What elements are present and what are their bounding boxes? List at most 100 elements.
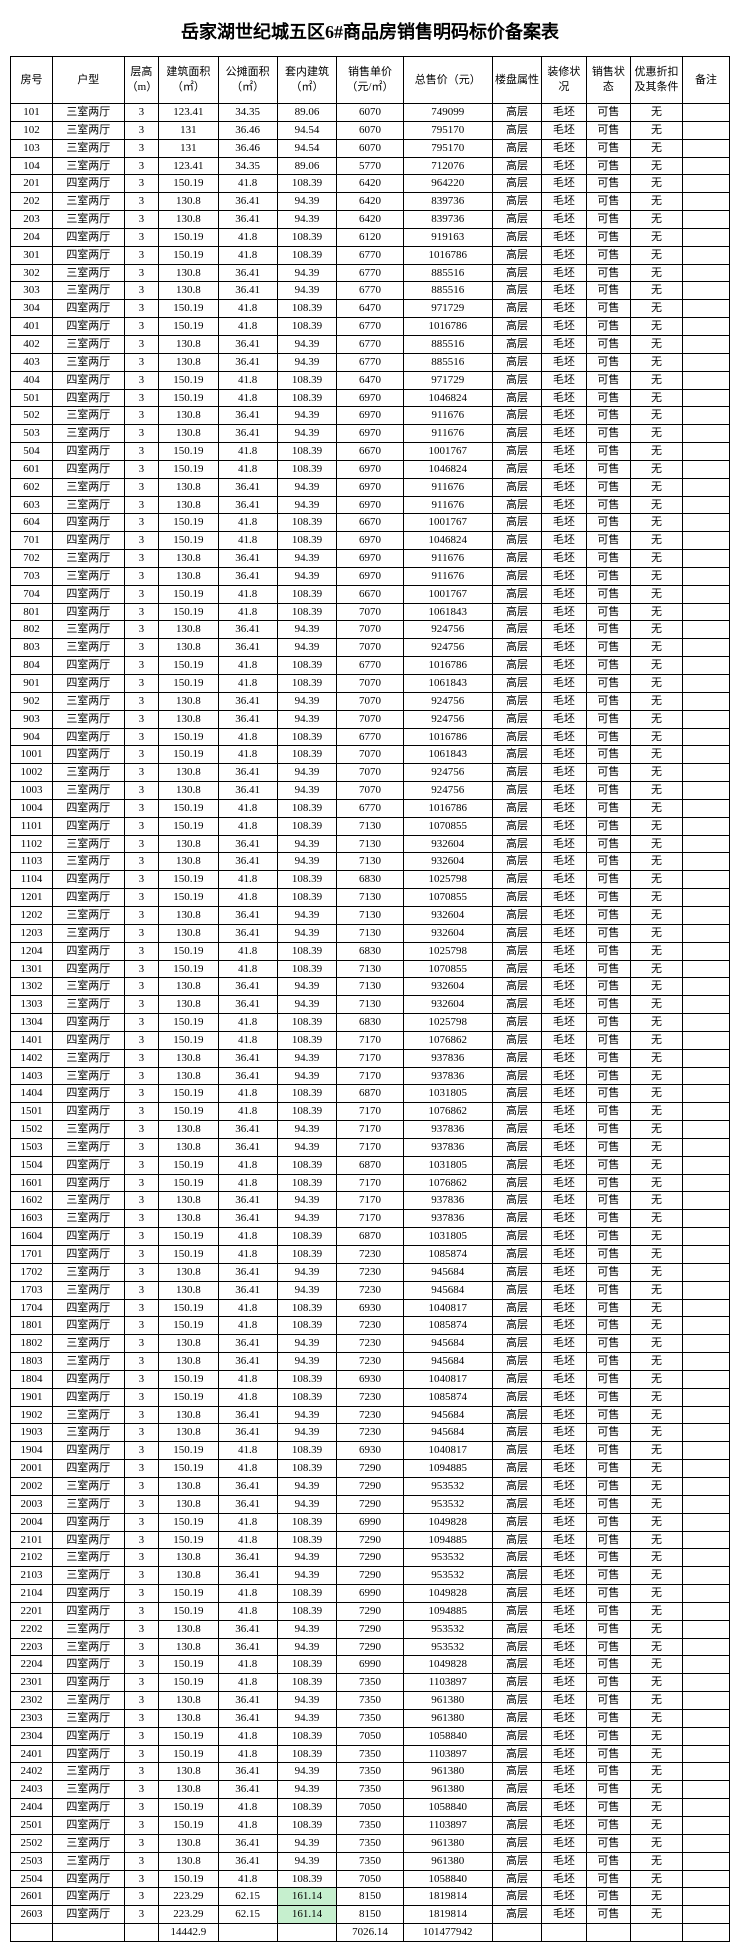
cell: 3: [124, 1692, 159, 1710]
cell: 150.19: [159, 1317, 218, 1335]
cell: 7130: [337, 978, 404, 996]
cell: 7350: [337, 1834, 404, 1852]
cell: 36.41: [218, 1638, 277, 1656]
table-row: 2401四室两厅3150.1941.8108.3973501103897高层毛坯…: [11, 1745, 730, 1763]
cell: 三室两厅: [53, 1709, 125, 1727]
cell: 可售: [586, 782, 630, 800]
cell: 毛坯: [542, 1353, 586, 1371]
table-row: 903三室两厅3130.836.4194.397070924756高层毛坯可售无: [11, 710, 730, 728]
cell: 无: [631, 1620, 683, 1638]
cell: 36.41: [218, 1192, 277, 1210]
cell: 3: [124, 1727, 159, 1745]
cell: 150.19: [159, 514, 218, 532]
cell: 3: [124, 728, 159, 746]
cell: 3: [124, 960, 159, 978]
cell: 41.8: [218, 1228, 277, 1246]
cell: 毛坯: [542, 175, 586, 193]
cell: 高层: [492, 924, 541, 942]
cell: 6070: [337, 139, 404, 157]
cell: 无: [631, 853, 683, 871]
table-row: 702三室两厅3130.836.4194.396970911676高层毛坯可售无: [11, 550, 730, 568]
cell: 94.39: [277, 567, 336, 585]
cell: 高层: [492, 621, 541, 639]
cell: 7350: [337, 1763, 404, 1781]
cell: [682, 460, 729, 478]
cell: 2502: [11, 1834, 53, 1852]
cell: 150.19: [159, 942, 218, 960]
cell: 毛坯: [542, 799, 586, 817]
cell: [682, 871, 729, 889]
cell: 高层: [492, 1745, 541, 1763]
cell: 高层: [492, 1656, 541, 1674]
cell: 795170: [403, 139, 492, 157]
cell: 150.19: [159, 603, 218, 621]
cell: 无: [631, 1424, 683, 1442]
cell: 三室两厅: [53, 853, 125, 871]
cell: 1025798: [403, 1014, 492, 1032]
cell: 三室两厅: [53, 906, 125, 924]
cell: 可售: [586, 157, 630, 175]
cell: 无: [631, 942, 683, 960]
cell: 108.39: [277, 1585, 336, 1603]
cell: 150.19: [159, 1442, 218, 1460]
cell: 108.39: [277, 603, 336, 621]
cell: [682, 443, 729, 461]
cell: 6930: [337, 1442, 404, 1460]
table-row: 402三室两厅3130.836.4194.396770885516高层毛坯可售无: [11, 335, 730, 353]
cell: 41.8: [218, 1817, 277, 1835]
cell: 毛坯: [542, 246, 586, 264]
cell: [682, 1906, 729, 1924]
cell: 7070: [337, 692, 404, 710]
cell: 无: [631, 1692, 683, 1710]
cell: 3: [124, 853, 159, 871]
cell: 可售: [586, 889, 630, 907]
cell: 可售: [586, 514, 630, 532]
cell: 高层: [492, 585, 541, 603]
cell: 6770: [337, 246, 404, 264]
cell: 150.19: [159, 300, 218, 318]
cell: [682, 1513, 729, 1531]
cell: 36.41: [218, 264, 277, 282]
cell: 可售: [586, 603, 630, 621]
cell: 高层: [492, 193, 541, 211]
cell: 毛坯: [542, 1906, 586, 1924]
cell: 高层: [492, 835, 541, 853]
cell: 无: [631, 1781, 683, 1799]
cell: 3: [124, 1870, 159, 1888]
cell: 130.8: [159, 1549, 218, 1567]
cell: [682, 211, 729, 229]
cell: 3: [124, 1442, 159, 1460]
table-row: 2001四室两厅3150.1941.8108.3972901094885高层毛坯…: [11, 1460, 730, 1478]
cell: 108.39: [277, 1014, 336, 1032]
cell: 3: [124, 1602, 159, 1620]
cell: 7130: [337, 960, 404, 978]
table-row: 1104四室两厅3150.1941.8108.3968301025798高层毛坯…: [11, 871, 730, 889]
cell: 3: [124, 692, 159, 710]
cell: 无: [631, 728, 683, 746]
cell: 四室两厅: [53, 1388, 125, 1406]
cell: 108.39: [277, 1246, 336, 1264]
cell: 150.19: [159, 657, 218, 675]
cell: 3: [124, 817, 159, 835]
cell: 7170: [337, 1210, 404, 1228]
cell: [682, 817, 729, 835]
cell: 毛坯: [542, 318, 586, 336]
cell: 911676: [403, 550, 492, 568]
cell: 130.8: [159, 478, 218, 496]
cell: 毛坯: [542, 532, 586, 550]
cell: [682, 1031, 729, 1049]
cell: 无: [631, 621, 683, 639]
cell: 94.39: [277, 282, 336, 300]
cell: 3: [124, 1246, 159, 1264]
cell: 可售: [586, 425, 630, 443]
table-row: 1601四室两厅3150.1941.8108.3971701076862高层毛坯…: [11, 1174, 730, 1192]
cell: 可售: [586, 1620, 630, 1638]
cell: 130.8: [159, 335, 218, 353]
table-row: 2302三室两厅3130.836.4194.397350961380高层毛坯可售…: [11, 1692, 730, 1710]
cell: 94.39: [277, 1692, 336, 1710]
cell: 毛坯: [542, 853, 586, 871]
cell: 3: [124, 1335, 159, 1353]
cell: 四室两厅: [53, 1460, 125, 1478]
cell: 毛坯: [542, 1656, 586, 1674]
cell: 四室两厅: [53, 1228, 125, 1246]
